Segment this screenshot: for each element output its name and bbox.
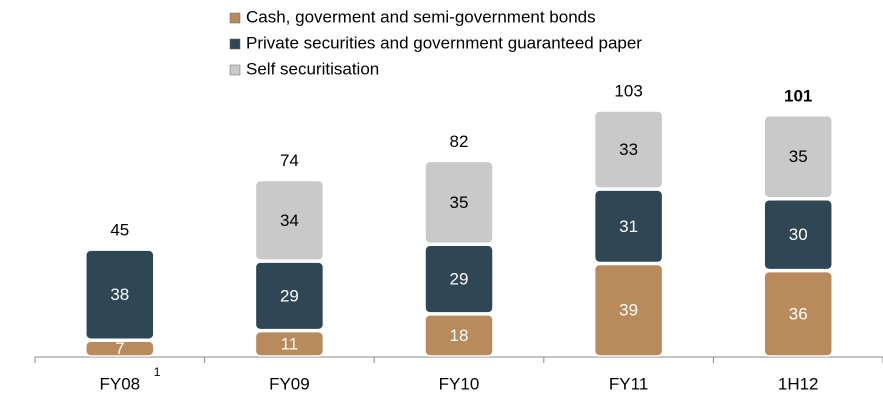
legend-label: Private securities and government guaran… bbox=[246, 33, 642, 52]
x-tick-label: FY09 bbox=[269, 374, 310, 393]
x-tick-label: 1H12 bbox=[778, 374, 819, 393]
footnote-mark: 1 bbox=[154, 365, 161, 379]
bar-segment bbox=[763, 198, 833, 271]
bar-segment bbox=[593, 263, 664, 357]
total-label: 101 bbox=[784, 86, 812, 105]
total-label: 103 bbox=[614, 81, 642, 100]
bar-segment bbox=[254, 179, 325, 261]
segment-label: 33 bbox=[619, 140, 638, 159]
legend-label: Cash, goverment and semi-government bond… bbox=[246, 7, 596, 26]
segment-label: 11 bbox=[281, 334, 299, 353]
bar-segment bbox=[593, 110, 664, 189]
segment-label: 31 bbox=[619, 217, 638, 236]
total-label: 82 bbox=[450, 132, 469, 151]
bar-segment bbox=[85, 249, 155, 340]
segment-label: 36 bbox=[789, 304, 808, 323]
bar-segment bbox=[254, 261, 325, 331]
segment-label: 29 bbox=[450, 270, 469, 289]
bar-segment bbox=[593, 189, 664, 264]
segment-label: 34 bbox=[280, 211, 299, 230]
segment-label: 29 bbox=[280, 286, 299, 305]
segment-label: 30 bbox=[789, 225, 808, 244]
legend-swatch bbox=[229, 64, 241, 76]
segment-label: 18 bbox=[450, 326, 469, 345]
segment-label: 35 bbox=[450, 193, 469, 212]
legend-swatch bbox=[229, 38, 241, 50]
bar-segment bbox=[763, 115, 833, 199]
bar-segment bbox=[424, 244, 494, 314]
bar-segment bbox=[85, 340, 155, 357]
x-tick-label: FY10 bbox=[439, 374, 480, 393]
total-label: 45 bbox=[110, 221, 129, 240]
bar-segment bbox=[254, 330, 325, 357]
legend-swatch bbox=[229, 12, 241, 24]
x-tick-label: FY08 bbox=[99, 374, 140, 393]
x-tick-label: FY11 bbox=[609, 374, 648, 393]
total-label: 74 bbox=[280, 151, 299, 170]
bar-segment bbox=[763, 270, 833, 357]
segment-label: 7 bbox=[115, 339, 124, 358]
segment-label: 38 bbox=[110, 285, 129, 304]
legend-label: Self securitisation bbox=[246, 59, 379, 78]
bar-segment bbox=[424, 314, 494, 357]
segment-label: 35 bbox=[789, 147, 808, 166]
bar-segment bbox=[424, 160, 494, 245]
segment-label: 39 bbox=[619, 301, 638, 320]
